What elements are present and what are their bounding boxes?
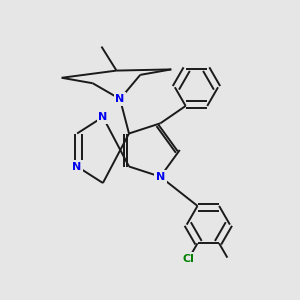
Text: Cl: Cl xyxy=(183,254,194,264)
Text: N: N xyxy=(156,172,165,182)
Text: N: N xyxy=(98,112,107,122)
Text: N: N xyxy=(73,161,82,172)
Text: N: N xyxy=(116,94,124,104)
